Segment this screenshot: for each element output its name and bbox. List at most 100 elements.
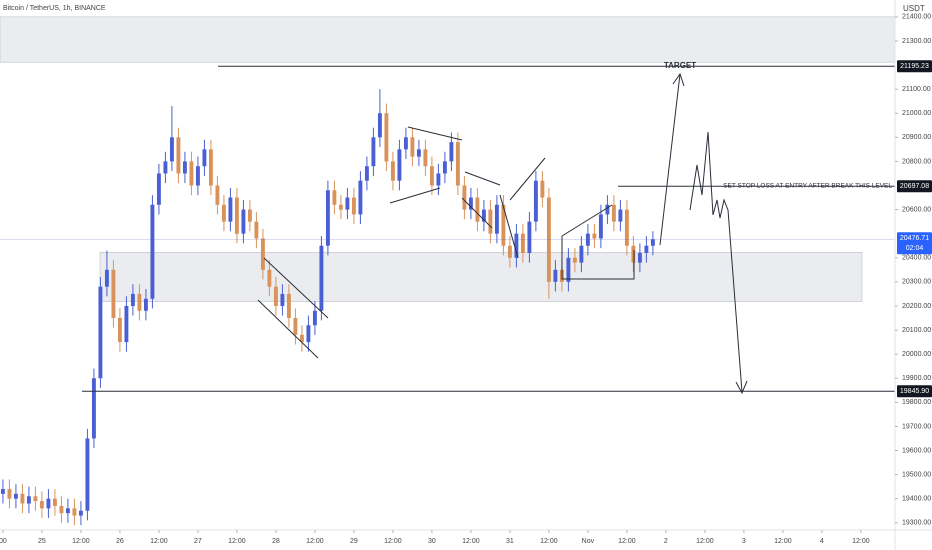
candle-body (312, 310, 317, 326)
candle-body (631, 245, 636, 263)
x-tick-label: 00 (0, 538, 7, 545)
candle-body (273, 286, 278, 306)
candle-body (501, 204, 506, 246)
candle-body (260, 238, 265, 270)
candle-body (371, 137, 376, 167)
flag-line (464, 171, 501, 186)
candle-body (7, 489, 12, 499)
candle-body (618, 209, 623, 222)
price-tag-label: 20697.08 (900, 183, 929, 190)
flag-line (407, 126, 463, 141)
triangle-line (561, 204, 613, 237)
candle-body (462, 185, 467, 210)
arrow-head (672, 72, 685, 87)
channel-line (257, 299, 319, 359)
chart-title: Bitcoin / TetherUS, 1h, BINANCE (3, 5, 106, 12)
y-tick-label: 19300.00 (902, 520, 931, 527)
candle-body (449, 142, 454, 162)
y-tick-label: 19600.00 (902, 447, 931, 454)
x-tick-label: Nov (582, 538, 595, 545)
candle-body (384, 113, 389, 162)
candle-body (650, 239, 655, 246)
candle-body (247, 209, 252, 222)
candle-body (507, 245, 512, 258)
projection-up (659, 73, 681, 246)
x-tick-label: 12:00 (618, 538, 636, 545)
levels (0, 65, 895, 392)
x-tick-label: 25 (38, 538, 46, 545)
annotation: SET STOP LOSS AT ENTRY AFTER BREAK THIS … (723, 183, 892, 190)
price-tag-label: 19845.90 (900, 388, 929, 395)
candle-body (592, 233, 597, 239)
candle-body (611, 204, 616, 222)
candle-body (208, 149, 213, 186)
y-tick-label: 21000.00 (902, 110, 931, 117)
candle-body (423, 149, 428, 167)
candle-body (390, 161, 395, 181)
y-tick-label: 20800.00 (902, 158, 931, 165)
y-tick-label: 19900.00 (902, 375, 931, 382)
candle-body (514, 233, 519, 258)
x-tick-label: 12:00 (696, 538, 714, 545)
candle-body (46, 498, 51, 509)
candle-body (572, 257, 577, 263)
candle-body (351, 197, 356, 215)
flag-line (461, 197, 493, 229)
drawings (257, 72, 748, 395)
candle-body (98, 286, 103, 379)
candle-body (176, 137, 181, 174)
zone (99, 251, 863, 302)
x-tick-label: 31 (506, 538, 514, 545)
candle-body (195, 166, 200, 186)
candle-body (481, 209, 486, 222)
candle-body (338, 204, 343, 210)
y-tick-label: 19800.00 (902, 399, 931, 406)
candle-body (65, 508, 70, 514)
candle-body (566, 257, 571, 282)
y-tick-label: 20100.00 (902, 327, 931, 334)
x-tick-label: 30 (428, 538, 436, 545)
candle-body (111, 269, 116, 318)
x-tick-label: 12:00 (774, 538, 792, 545)
x-tick-label: 12:00 (72, 538, 90, 545)
candle-body (416, 149, 421, 157)
candle-body (475, 197, 480, 222)
annotation: TARGET (664, 61, 696, 70)
candle-body (33, 496, 38, 502)
flag-line (389, 187, 441, 204)
candle-body (104, 269, 109, 287)
candle-body (169, 137, 174, 162)
x-tick-label: 28 (272, 538, 280, 545)
candle-body (215, 185, 220, 205)
candle-body (637, 252, 642, 263)
candle-body (644, 245, 649, 253)
x-tick-label: 4 (820, 538, 824, 545)
candle-body (540, 180, 545, 198)
y-tick-label: 19700.00 (902, 423, 931, 430)
projection-down (689, 131, 743, 393)
candle-body (221, 204, 226, 222)
currency: USDT (903, 4, 925, 13)
candle-body (358, 180, 363, 215)
candle-body (202, 149, 207, 167)
price-tag (897, 60, 932, 73)
x-tick-label: 3 (742, 538, 746, 545)
x-tick-label: 29 (350, 538, 358, 545)
candle-body (26, 496, 31, 504)
candle-body (156, 173, 161, 205)
countdown: 02:04 (906, 245, 924, 252)
candle-body (39, 501, 44, 509)
candle-body (585, 233, 590, 246)
y-tick-label: 21400.00 (902, 14, 931, 21)
candle-body (403, 137, 408, 150)
candle-body (442, 161, 447, 174)
y-tick-label: 21300.00 (902, 38, 931, 45)
candle-body (364, 166, 369, 181)
candle-body (436, 173, 441, 186)
candle-body (598, 214, 603, 239)
x-tick-label: 27 (194, 538, 202, 545)
candle-body (397, 149, 402, 181)
candle-body (163, 161, 168, 174)
x-tick-label: 12:00 (228, 538, 246, 545)
candle-body (72, 508, 77, 516)
